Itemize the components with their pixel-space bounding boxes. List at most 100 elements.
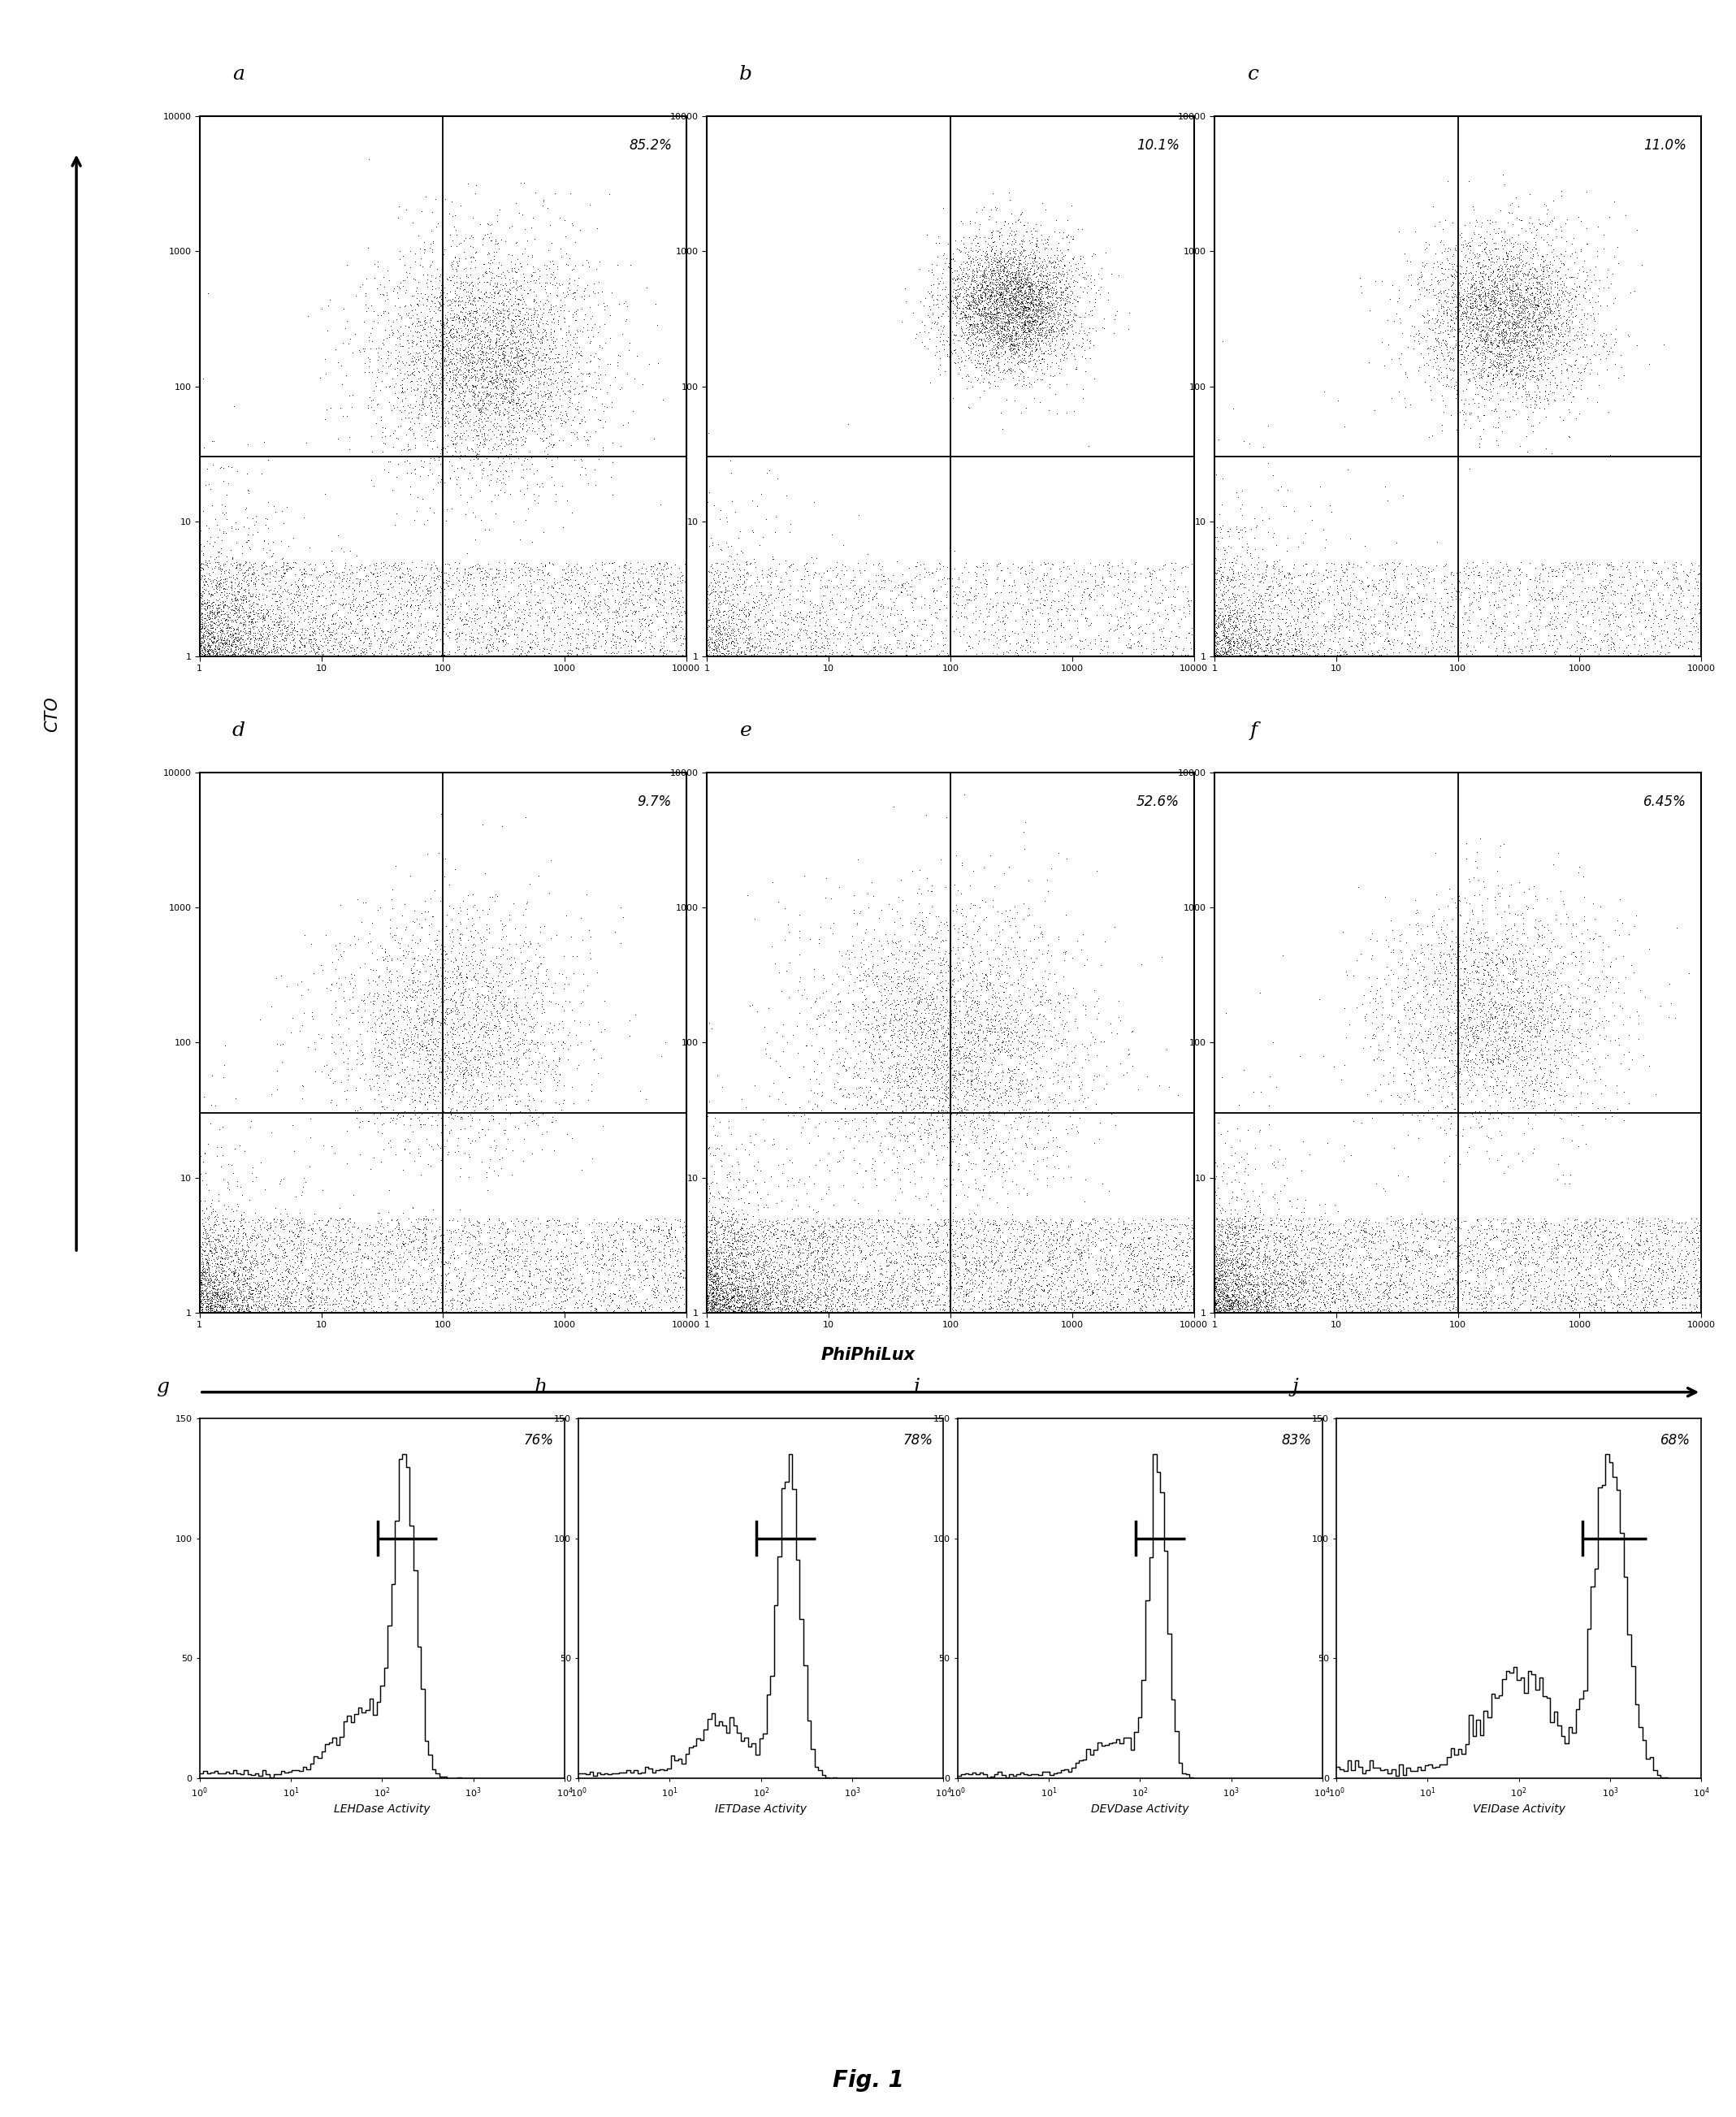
Point xyxy=(1026,248,1054,282)
Point xyxy=(434,563,462,597)
Point xyxy=(382,366,410,400)
Point xyxy=(993,1039,1021,1073)
Point xyxy=(566,1226,594,1260)
Point xyxy=(1031,1109,1059,1143)
Point xyxy=(1524,290,1552,324)
Point xyxy=(1519,1215,1547,1249)
Point xyxy=(929,1016,957,1050)
Point xyxy=(467,504,495,538)
Point xyxy=(396,432,424,466)
Point xyxy=(1139,605,1167,639)
Point xyxy=(731,1293,759,1327)
Point xyxy=(698,1253,726,1287)
Point xyxy=(1531,1052,1559,1086)
Point xyxy=(1146,1211,1174,1245)
Point xyxy=(698,1202,726,1236)
Point xyxy=(870,1006,898,1039)
Point xyxy=(365,978,392,1012)
Point xyxy=(753,1257,781,1291)
Point xyxy=(1021,237,1049,271)
Point xyxy=(741,1247,769,1281)
Point xyxy=(307,1054,335,1088)
Point xyxy=(464,364,491,398)
Point xyxy=(1542,610,1569,644)
Point xyxy=(505,345,533,379)
Point xyxy=(979,339,1007,373)
Point xyxy=(451,305,479,339)
Point xyxy=(1002,265,1029,298)
Point xyxy=(484,959,512,993)
Point xyxy=(913,1228,941,1262)
Point xyxy=(533,1264,561,1298)
Point xyxy=(602,1268,630,1302)
Point xyxy=(1038,277,1066,311)
Point xyxy=(792,1202,819,1236)
Point xyxy=(300,1287,328,1321)
Point xyxy=(1358,637,1385,671)
Point xyxy=(1444,1238,1472,1272)
Point xyxy=(1516,315,1543,349)
Point xyxy=(382,1107,410,1141)
Point xyxy=(424,303,451,337)
Point xyxy=(377,1048,404,1082)
Point xyxy=(779,1222,807,1255)
Point xyxy=(481,885,509,919)
Point xyxy=(1243,627,1271,661)
Point xyxy=(960,1120,988,1154)
Point xyxy=(974,288,1002,322)
Point xyxy=(1316,1293,1344,1327)
Point xyxy=(707,557,734,591)
Point xyxy=(479,1039,507,1073)
Point xyxy=(672,1262,700,1296)
Point xyxy=(1457,1050,1484,1084)
Point xyxy=(1432,1230,1460,1264)
Point xyxy=(1566,580,1594,614)
Point xyxy=(1628,1291,1656,1325)
Point xyxy=(1299,580,1326,614)
Point xyxy=(365,1245,392,1279)
Point xyxy=(396,1222,424,1255)
Point xyxy=(927,989,955,1023)
Point xyxy=(970,1217,998,1251)
Point xyxy=(1356,1264,1384,1298)
Point xyxy=(1529,1069,1557,1103)
Point xyxy=(1262,635,1290,669)
Point xyxy=(194,1200,222,1234)
Point xyxy=(1076,324,1104,358)
Point xyxy=(918,1006,946,1039)
Point xyxy=(1536,1088,1564,1122)
Point xyxy=(370,1287,398,1321)
Point xyxy=(1005,1287,1033,1321)
Point xyxy=(424,1003,451,1037)
Point xyxy=(1460,277,1488,311)
Point xyxy=(370,1092,398,1126)
Point xyxy=(986,288,1014,322)
Point xyxy=(1597,267,1625,301)
Point xyxy=(1503,1092,1531,1126)
Point xyxy=(420,993,448,1027)
Point xyxy=(642,582,670,616)
Point xyxy=(1496,188,1524,222)
Point xyxy=(1519,318,1547,351)
Point xyxy=(799,1092,826,1126)
Point xyxy=(245,1293,273,1327)
Point xyxy=(894,1217,922,1251)
Point xyxy=(1634,1289,1661,1323)
Point xyxy=(1488,944,1516,978)
Point xyxy=(764,1234,792,1268)
Point xyxy=(865,548,892,582)
Point xyxy=(995,1266,1023,1300)
Point xyxy=(187,1274,215,1308)
Point xyxy=(361,1037,389,1071)
Point xyxy=(448,279,476,313)
Point xyxy=(469,970,496,1003)
Point xyxy=(344,1222,372,1255)
Point xyxy=(1463,1226,1491,1260)
Point xyxy=(866,984,894,1018)
Point xyxy=(214,1234,241,1268)
Point xyxy=(1108,591,1135,625)
Point xyxy=(1521,550,1549,584)
Point xyxy=(196,610,224,644)
Point xyxy=(247,1211,274,1245)
Point xyxy=(1597,578,1625,612)
